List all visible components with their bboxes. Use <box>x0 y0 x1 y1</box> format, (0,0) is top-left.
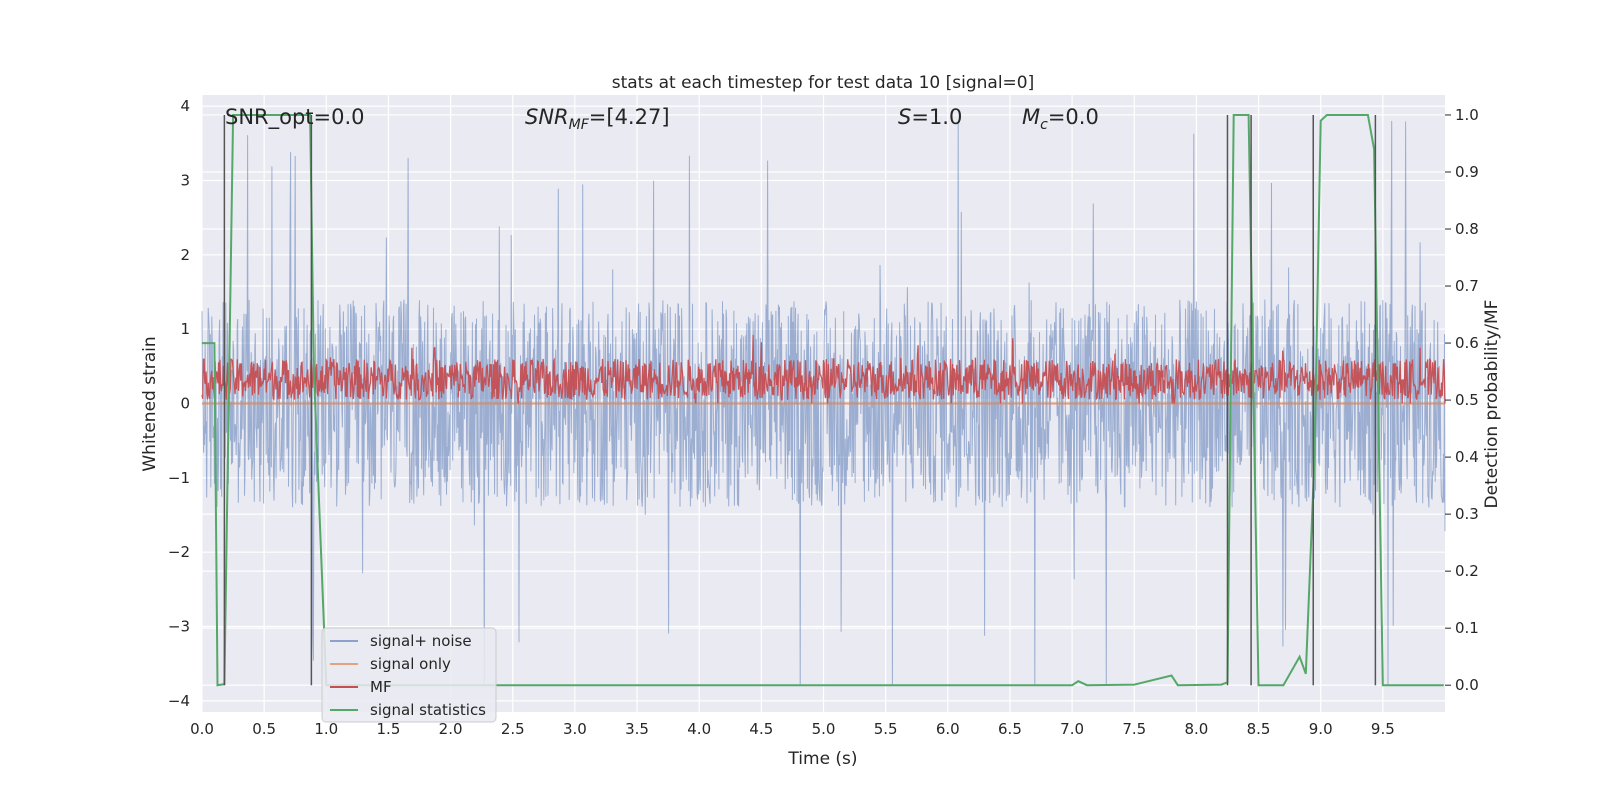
s-symbol: S <box>898 105 911 129</box>
legend: signal+ noise signal only MF signal stat… <box>321 627 497 723</box>
x-ticks: 0.0 0.5 1.0 1.5 2.0 2.5 3.0 3.5 4.0 4.5 5.0 5.5 6.0 6… <box>190 720 1395 738</box>
y-tick-label: 4 <box>180 97 190 115</box>
y2-tick-label: 1.0 <box>1455 106 1479 124</box>
y2-tick-label: 0.8 <box>1455 220 1479 238</box>
x-axis-label: Time (s) <box>787 749 857 769</box>
x-tick-label: 9.5 <box>1371 720 1395 738</box>
legend-box <box>321 627 497 723</box>
y-tick-label: −4 <box>168 692 190 710</box>
y2-tick-label: 0.9 <box>1455 163 1479 181</box>
mc-symbol: M <box>1022 105 1040 129</box>
x-tick-label: 8.0 <box>1184 720 1208 738</box>
x-tick-label: 2.5 <box>501 720 525 738</box>
x-tick-label: 3.0 <box>563 720 587 738</box>
snr-mf-annotation: SNRMF=[4.27] <box>525 105 670 133</box>
y2-tick-label: 0.2 <box>1455 562 1479 580</box>
snr-mf-symbol: SNR <box>525 105 569 129</box>
y-tick-label: 2 <box>180 246 190 264</box>
s-value: =1.0 <box>911 105 962 129</box>
mc-value: =0.0 <box>1048 105 1099 129</box>
y2-tick-label: 0.6 <box>1455 334 1479 352</box>
y-tick-label: 0 <box>180 395 190 413</box>
y2-ticks: 0.0 0.1 0.2 0.3 0.4 0.5 0.6 0.7 0.8 0.9 1.0 <box>1445 106 1479 694</box>
x-tick-label: 4.0 <box>687 720 711 738</box>
snr-mf-value: =[4.27] <box>589 105 670 129</box>
y2-axis-label: Detection probability/MF <box>1482 300 1502 509</box>
x-tick-label: 1.0 <box>314 720 338 738</box>
x-tick-label: 7.5 <box>1122 720 1146 738</box>
snr-opt-annotation: SNR_opt=0.0 <box>225 105 365 130</box>
annotations: SNR_opt=0.0 SNRMF=[4.27] S=1.0 Mc=0.0 <box>225 105 1099 133</box>
x-tick-label: 6.5 <box>998 720 1022 738</box>
y2-tick-label: 0.5 <box>1455 391 1479 409</box>
x-tick-label: 0.0 <box>190 720 214 738</box>
y2-tick-label: 0.1 <box>1455 619 1479 637</box>
vertical-markers <box>223 114 1377 686</box>
s-annotation: S=1.0 <box>898 105 962 129</box>
y-ticks: −4 −3 −2 −1 0 1 2 3 4 <box>168 97 190 710</box>
chart-title: stats at each timestep for test data 10 … <box>612 73 1035 93</box>
y2-tick-label: 0.4 <box>1455 448 1479 466</box>
y-tick-label: −3 <box>168 618 190 636</box>
y-tick-label: 1 <box>180 320 190 338</box>
x-tick-label: 8.5 <box>1247 720 1271 738</box>
series-mf-line <box>201 334 1446 404</box>
x-tick-label: 7.0 <box>1060 720 1084 738</box>
x-tick-label: 5.5 <box>874 720 898 738</box>
legend-label-signal-noise: signal+ noise <box>370 632 472 650</box>
y-tick-label: −2 <box>168 543 190 561</box>
mc-subscript: c <box>1040 117 1048 133</box>
x-tick-label: 1.5 <box>377 720 401 738</box>
x-tick-label: 3.5 <box>625 720 649 738</box>
legend-label-signal-statistics: signal statistics <box>370 701 486 719</box>
x-tick-label: 0.5 <box>252 720 276 738</box>
mc-annotation: Mc=0.0 <box>1022 105 1099 133</box>
x-tick-label: 9.0 <box>1309 720 1333 738</box>
y2-tick-label: 0.3 <box>1455 505 1479 523</box>
y-tick-label: 3 <box>180 171 190 189</box>
series-layer <box>201 114 1446 687</box>
legend-label-mf: MF <box>370 678 392 696</box>
series-signal-statistics-line <box>202 114 1444 687</box>
y2-tick-label: 0.7 <box>1455 277 1479 295</box>
snr-mf-subscript: MF <box>569 117 590 133</box>
legend-label-signal-only: signal only <box>370 655 451 673</box>
x-tick-label: 5.0 <box>812 720 836 738</box>
y-axis-label: Whitened strain <box>140 336 160 471</box>
x-tick-label: 2.0 <box>439 720 463 738</box>
x-tick-label: 6.0 <box>936 720 960 738</box>
y-tick-label: −1 <box>168 469 190 487</box>
y2-tick-label: 0.0 <box>1455 676 1479 694</box>
x-tick-label: 4.5 <box>749 720 773 738</box>
